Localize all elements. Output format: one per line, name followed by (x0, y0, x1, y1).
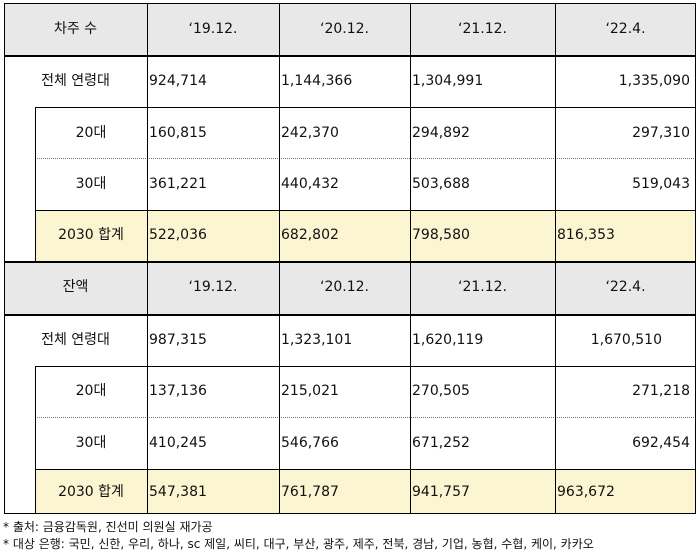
section1-total-bottom (35, 107, 696, 108)
section1-row-sum-value-4: 816,353 (557, 227, 615, 243)
section2-period-4: ‘22.4. (605, 279, 646, 295)
section1-row-total-label: 전체 연령대 (41, 73, 110, 89)
section1-period-1: ‘19.12. (188, 21, 238, 37)
border-bottom (4, 513, 696, 514)
section1-row-30s-value-1: 361,221 (149, 176, 207, 192)
border-top (4, 3, 696, 4)
section1-indent-divider (35, 107, 36, 261)
section1-row-sum-value-2: 682,802 (281, 227, 339, 243)
section1-row-30s-value-2: 440,432 (281, 176, 339, 192)
section2-row-30s-label: 30대 (75, 435, 107, 451)
section1-20s-divider (35, 158, 696, 159)
section2-row-sum-value-3: 941,757 (412, 484, 470, 500)
section2-row-total-value-2: 1,323,101 (281, 332, 353, 348)
section2-period-3: ‘21.12. (458, 279, 507, 295)
footnote-banks: * 대상 은행: 국민, 신한, 우리, 하나, sc 제일, 씨티, 대구, … (3, 537, 594, 551)
section2-indent-divider (35, 366, 36, 514)
col-divider-1 (147, 3, 148, 514)
section1-period-3: ‘21.12. (458, 21, 507, 37)
section1-header-label: 차주 수 (53, 21, 98, 37)
section2-row-30s-value-3: 671,252 (412, 435, 470, 451)
section2-row-sum-value-4: 963,672 (557, 484, 615, 500)
section1-row-20s-value-4: 297,310 (632, 125, 690, 141)
section2-row-20s-value-2: 215,021 (281, 383, 339, 399)
section1-header-bottom (4, 55, 696, 57)
section2-period-1: ‘19.12. (188, 279, 238, 295)
section1-row-total-value-4: 1,335,090 (618, 73, 690, 89)
section2-header-label: 잔액 (62, 279, 89, 295)
section-separator (4, 261, 696, 263)
section1-row-total-value-3: 1,304,991 (412, 73, 484, 89)
section2-sum-bg (35, 469, 696, 514)
section1-row-total-value-2: 1,144,366 (281, 73, 353, 89)
section1-sum-bg (35, 210, 696, 261)
section2-30s-bottom (35, 469, 696, 470)
section1-row-30s-value-3: 503,688 (412, 176, 470, 192)
footnotes: * 출처: 금융감독원, 진선미 의원실 재가공 * 대상 은행: 국민, 신한… (3, 519, 594, 553)
section2-row-total-value-1: 987,315 (149, 332, 207, 348)
section2-total-bottom (35, 366, 696, 367)
col-divider-3 (410, 3, 411, 514)
section1-row-sum-label: 2030 합계 (58, 227, 124, 243)
footnote-source: * 출처: 금융감독원, 진선미 의원실 재가공 (3, 520, 213, 534)
section1-row-20s-value-1: 160,815 (149, 125, 207, 141)
section1-header-bg (4, 3, 696, 56)
section2-row-total-value-3: 1,620,119 (412, 332, 484, 348)
section2-period-2: ‘20.12. (320, 279, 369, 295)
section2-row-30s-value-2: 546,766 (281, 435, 339, 451)
section1-row-30s-label: 30대 (75, 176, 107, 192)
section2-20s-divider (35, 417, 696, 418)
section2-row-20s-label: 20대 (75, 383, 107, 399)
section1-row-sum-value-3: 798,580 (412, 227, 470, 243)
section2-row-total-value-4: 1,670,510 (590, 332, 662, 348)
section2-row-30s-value-4: 692,454 (632, 435, 690, 451)
section1-row-20s-label: 20대 (75, 125, 107, 141)
border-right (695, 3, 696, 514)
section1-period-4: ‘22.4. (605, 21, 646, 37)
section1-row-total-value-1: 924,714 (149, 73, 207, 89)
section2-row-20s-value-4: 271,218 (632, 383, 690, 399)
section2-row-30s-value-1: 410,245 (149, 435, 207, 451)
col-divider-4 (555, 3, 556, 514)
section2-row-sum-value-2: 761,787 (281, 484, 339, 500)
section2-row-20s-value-3: 270,505 (412, 383, 470, 399)
section2-row-sum-label: 2030 합계 (58, 484, 124, 500)
section2-header-bg (4, 261, 696, 314)
loan-data-table: 차주 수 ‘19.12. ‘20.12. ‘21.12. ‘22.4. 전체 연… (4, 3, 696, 514)
border-left (4, 3, 5, 514)
section2-row-total-label: 전체 연령대 (41, 332, 110, 348)
section1-row-20s-value-2: 242,370 (281, 125, 339, 141)
col-divider-2 (279, 3, 280, 514)
section1-row-30s-value-4: 519,043 (632, 176, 690, 192)
section1-period-2: ‘20.12. (320, 21, 369, 37)
section1-row-20s-value-3: 294,892 (412, 125, 470, 141)
section2-header-bottom (4, 314, 696, 316)
section2-row-20s-value-1: 137,136 (149, 383, 207, 399)
section1-row-sum-value-1: 522,036 (149, 227, 207, 243)
section2-row-sum-value-1: 547,381 (149, 484, 207, 500)
section1-30s-bottom (35, 210, 696, 211)
